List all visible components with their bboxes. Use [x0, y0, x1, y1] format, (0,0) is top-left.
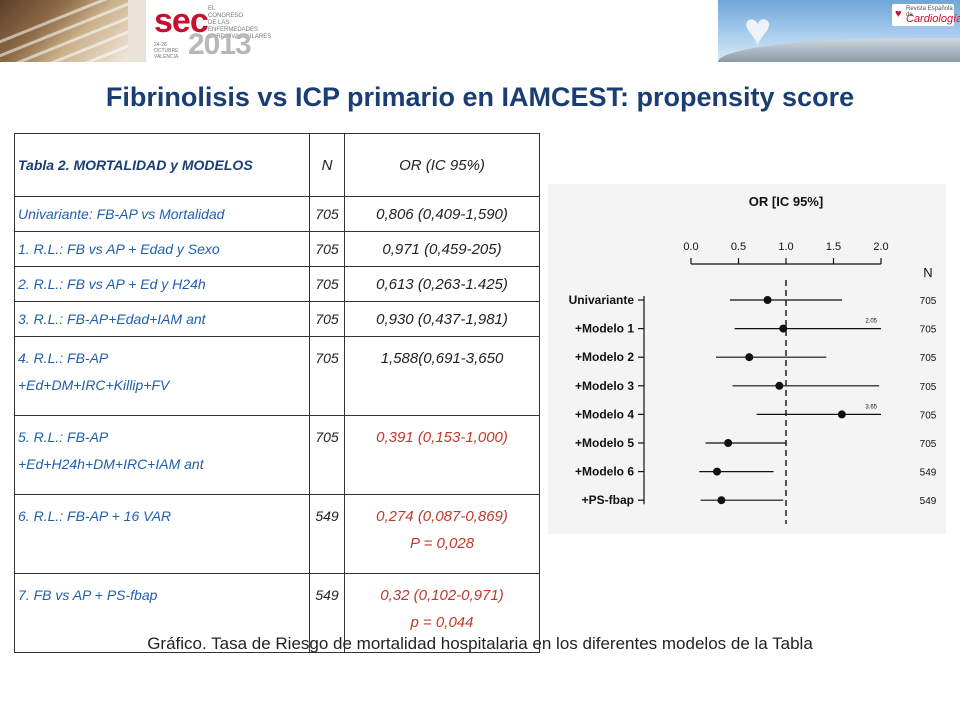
estimate-point [837, 410, 846, 419]
n-value: 705 [920, 382, 937, 393]
table-row: Univariante: FB-AP vs Mortalidad 705 0,8… [14, 196, 540, 232]
ci-annotation: 2.05 [865, 319, 877, 325]
y-tick-label: Univariante [569, 293, 635, 307]
n-column-header: N [923, 265, 932, 280]
n-value: 549 [920, 496, 937, 507]
p-value: P = 0,028 [409, 535, 475, 552]
y-tick-label: +Modelo 3 [575, 379, 634, 393]
model-line-2: +Ed+DM+IRC+Killip+FV [18, 377, 170, 393]
or-cell: 0,930 (0,437-1,981) [344, 301, 540, 337]
model-cell: 1. R.L.: FB vs AP + Edad y Sexo [14, 231, 310, 267]
table-row: 4. R.L.: FB-AP +Ed+DM+IRC+Killip+FV 705 … [14, 336, 540, 416]
y-tick-label: +Modelo 5 [575, 436, 634, 450]
architecture-photo-right: ♥ ♥ Revista Española de Cardiología [718, 0, 960, 62]
n-value: 705 [920, 439, 937, 450]
x-tick-label: 0.5 [731, 241, 746, 253]
estimate-point [763, 296, 772, 304]
model-cell: 4. R.L.: FB-AP +Ed+DM+IRC+Killip+FV [14, 336, 310, 416]
forest-plot-svg: OR [IC 95%] 0.0 0.5 1.0 1.5 2.0 N Univariante 70… [569, 194, 937, 524]
header-banner: sec EL CONGRESO DE LAS ENFERMEDADES CARD… [0, 0, 960, 64]
n-value: 705 [920, 296, 937, 307]
or-cell: 1,588(0,691-3,650 [344, 336, 540, 416]
or-cell: 0,32 (0,102-0,971) p = 0,044 [344, 573, 540, 653]
rev-esp-cardiologia-logo: ♥ Revista Española de Cardiología [892, 4, 960, 26]
n-cell: 705 [309, 196, 345, 232]
table-row: 2. R.L.: FB vs AP + Ed y H24h 705 0,613 … [14, 266, 540, 302]
or-cell: 0,971 (0,459-205) [344, 231, 540, 267]
n-cell: 705 [309, 415, 345, 495]
brand-heart-icon: ♥ [895, 8, 902, 20]
table-row: 7. FB vs AP + PS-fbap 549 0,32 (0,102-0,… [14, 573, 540, 653]
model-line-1: 4. R.L.: FB-AP [18, 350, 109, 366]
or-cell: 0,274 (0,087-0,869) P = 0,028 [344, 494, 540, 574]
or-cell: 0,806 (0,409-1,590) [344, 196, 540, 232]
or-value: 0,274 (0,087-0,869) [376, 508, 508, 525]
table-row: 6. R.L.: FB-AP + 16 VAR 549 0,274 (0,087… [14, 494, 540, 574]
n-value: 549 [920, 468, 937, 479]
estimate-point [775, 381, 784, 390]
banner-divider [128, 0, 146, 62]
table-row: 3. R.L.: FB-AP+Edad+IAM ant 705 0,930 (0… [14, 301, 540, 337]
x-tick-label: 2.0 [873, 241, 888, 253]
p-value: p = 0,044 [410, 614, 474, 631]
estimate-point [745, 353, 754, 362]
logo-dates: 24-26 OCTUBRE VALENCIA [154, 42, 179, 60]
y-tick-label: +Modelo 4 [575, 407, 634, 421]
or-cell: 0,391 (0,153-1,000) [344, 415, 540, 495]
model-cell: 3. R.L.: FB-AP+Edad+IAM ant [14, 301, 310, 337]
or-value: 0,32 (0,102-0,971) [380, 587, 504, 604]
plot-title: OR [IC 95%] [749, 194, 823, 209]
model-cell: 5. R.L.: FB-AP +Ed+H24h+DM+IRC+IAM ant [14, 415, 310, 495]
table-header-row: Tabla 2. MORTALIDAD y MODELOS N OR (IC 9… [14, 133, 540, 197]
model-cell: 6. R.L.: FB-AP + 16 VAR [14, 494, 310, 574]
model-cell: Univariante: FB-AP vs Mortalidad [14, 196, 310, 232]
sec-2013-logo: sec EL CONGRESO DE LAS ENFERMEDADES CARD… [146, 0, 272, 62]
x-tick-label: 1.0 [778, 241, 793, 253]
or-cell: 0,613 (0,263-1.425) [344, 266, 540, 302]
table-row: 1. R.L.: FB vs AP + Edad y Sexo 705 0,97… [14, 231, 540, 267]
n-value: 705 [920, 325, 937, 336]
brand-name: Cardiología [906, 13, 960, 25]
n-cell: 705 [309, 231, 345, 267]
table-title-header: Tabla 2. MORTALIDAD y MODELOS [14, 133, 310, 197]
table-row: 5. R.L.: FB-AP +Ed+H24h+DM+IRC+IAM ant 7… [14, 415, 540, 495]
n-cell: 549 [309, 573, 345, 653]
y-tick-label: +PS-fbap [582, 493, 634, 507]
model-cell: 2. R.L.: FB vs AP + Ed y H24h [14, 266, 310, 302]
or-header: OR (IC 95%) [344, 133, 540, 197]
n-cell: 705 [309, 266, 345, 302]
slide-title: Fibrinolisis vs ICP primario en IAMCEST:… [105, 82, 855, 112]
estimate-point [724, 439, 733, 447]
estimate-point [717, 496, 726, 505]
forest-plot: OR [IC 95%] 0.0 0.5 1.0 1.5 2.0 N Univariante 70… [548, 184, 946, 534]
model-line-1: 5. R.L.: FB-AP [18, 429, 109, 445]
model-cell: 7. FB vs AP + PS-fbap [14, 573, 310, 653]
n-value: 705 [920, 410, 937, 421]
estimate-point [779, 324, 788, 333]
y-tick-label: +Modelo 1 [575, 322, 634, 336]
logo-subtitle: EL CONGRESO DE LAS ENFERMEDADES CARDIOVA… [208, 6, 272, 40]
figure-caption: Gráfico. Tasa de Riesgo de mortalidad ho… [147, 634, 813, 653]
model-line-2: +Ed+H24h+DM+IRC+IAM ant [18, 456, 204, 472]
n-value: 705 [920, 353, 937, 364]
brand-top: Revista Española de [906, 6, 953, 18]
ci-annotation: 3.65 [865, 404, 877, 410]
x-tick-label: 1.5 [826, 241, 841, 253]
estimate-point [713, 467, 722, 476]
y-tick-label: +Modelo 6 [575, 465, 634, 479]
logo-sec-text: sec [154, 2, 209, 40]
x-tick-label: 0.0 [683, 241, 698, 253]
n-cell: 705 [309, 301, 345, 337]
n-header: N [309, 133, 345, 197]
n-cell: 549 [309, 494, 345, 574]
architecture-photo-left [0, 0, 128, 62]
mortality-table: Tabla 2. MORTALIDAD y MODELOS N OR (IC 9… [14, 133, 540, 653]
n-cell: 705 [309, 336, 345, 416]
y-tick-label: +Modelo 2 [575, 350, 634, 364]
logo-year: 2013 [188, 28, 252, 61]
heart-icon: ♥ [744, 3, 772, 55]
